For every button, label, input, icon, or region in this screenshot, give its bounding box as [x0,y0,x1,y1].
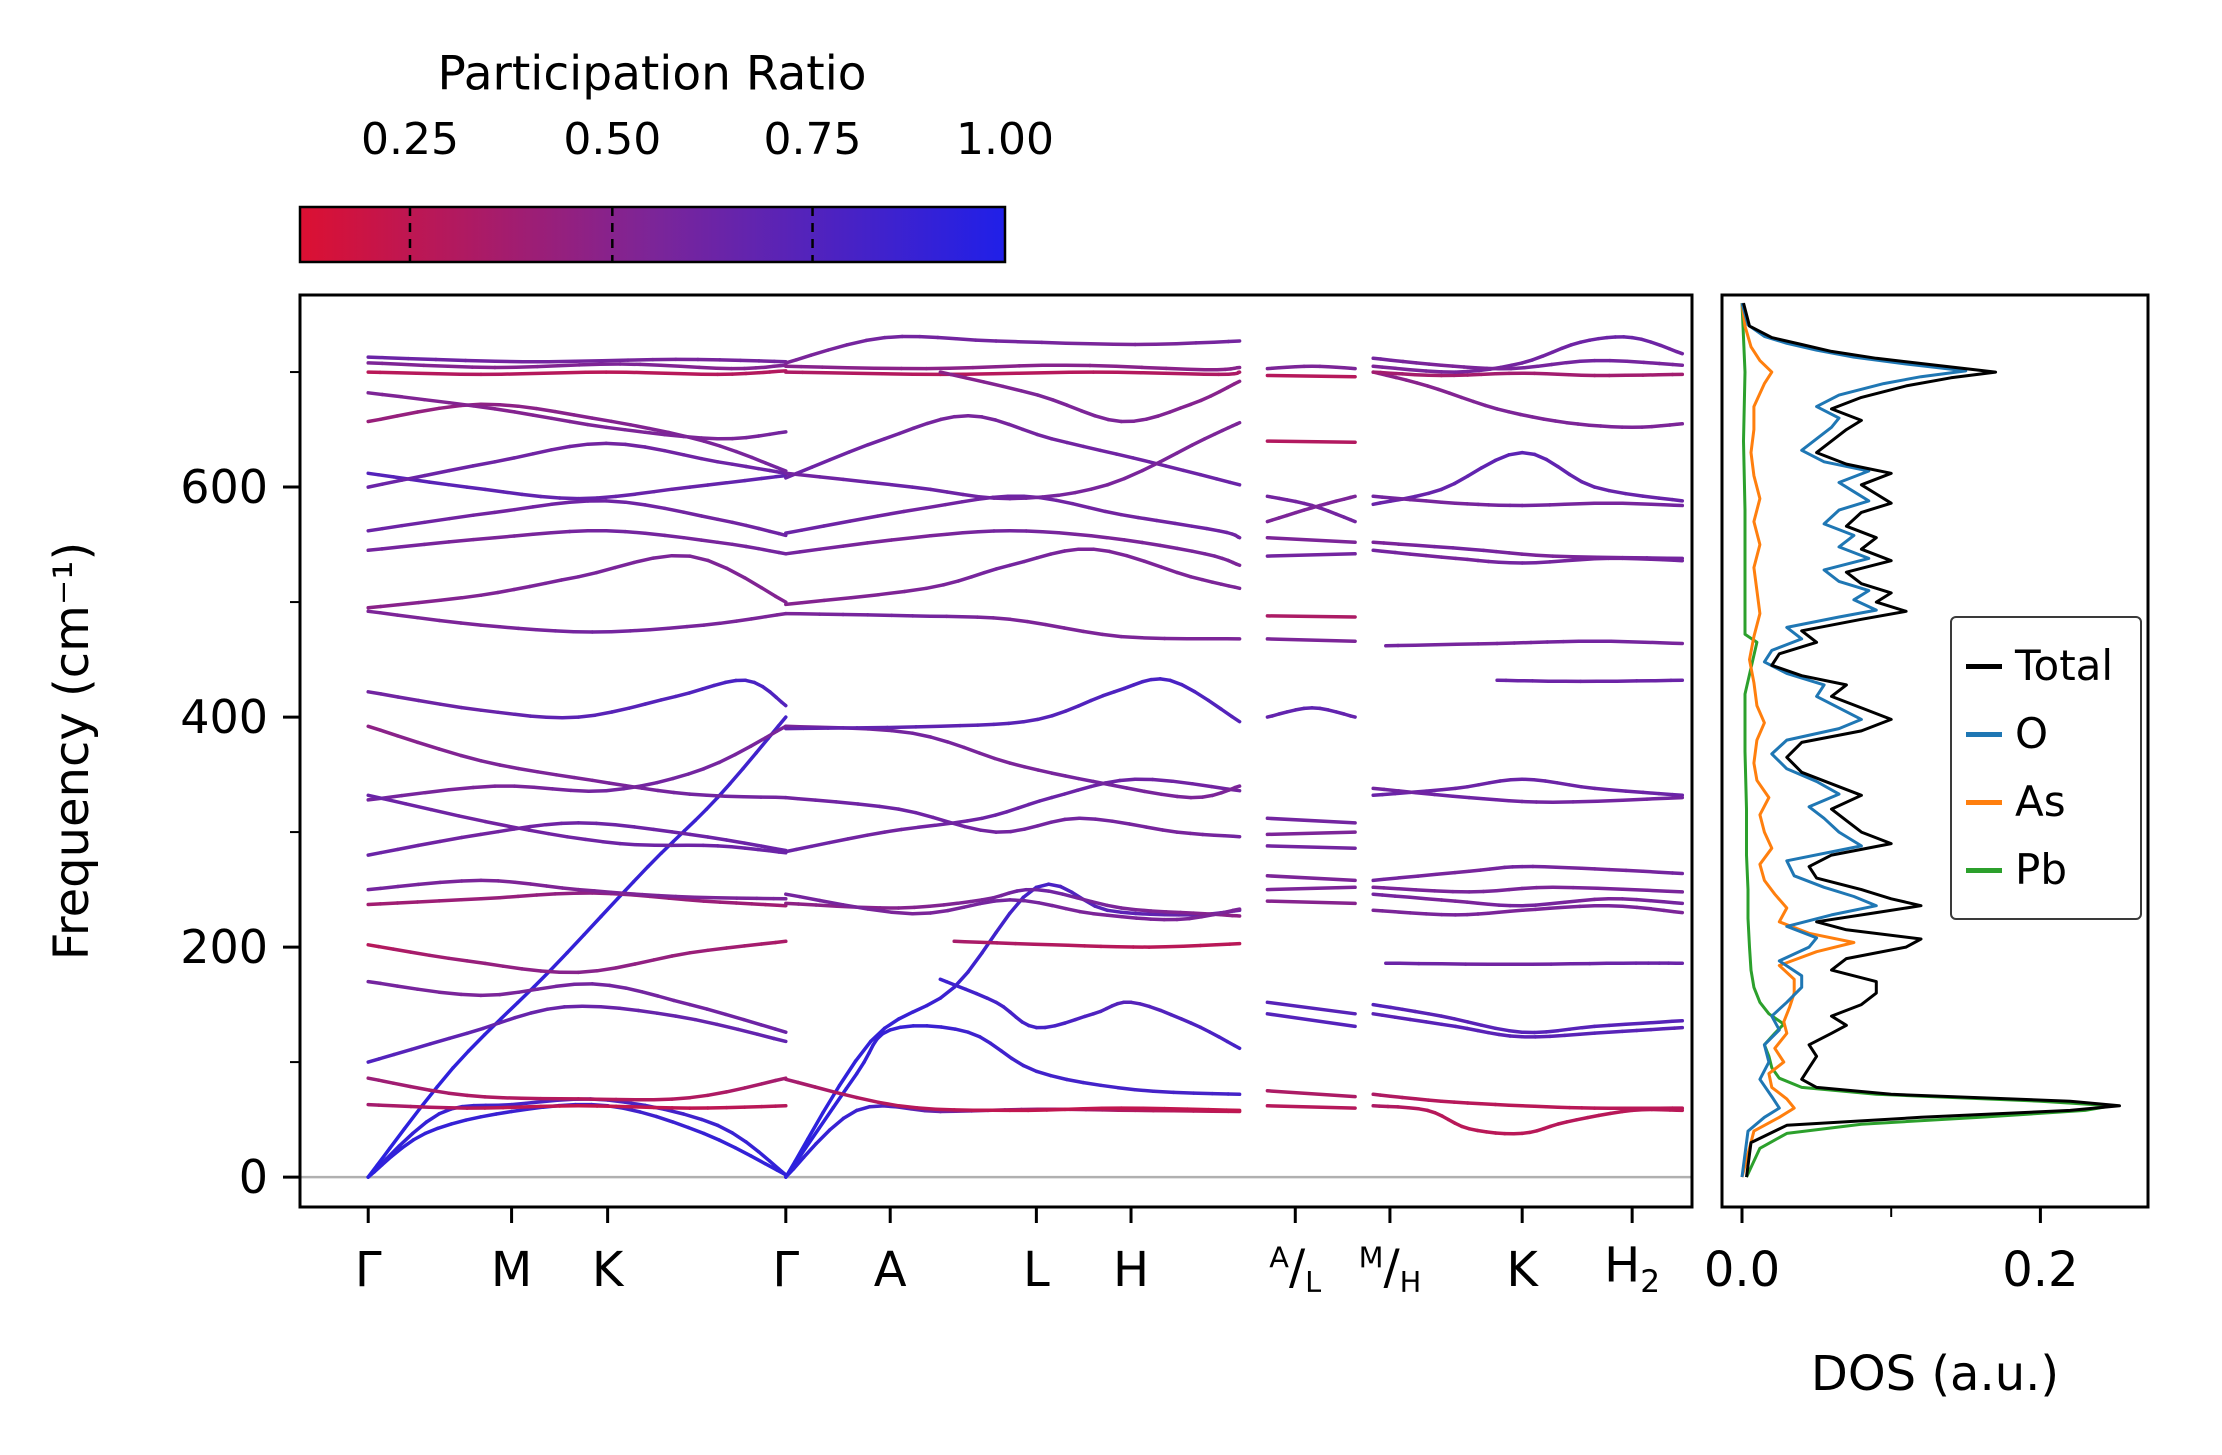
dos-curves [1740,302,2121,1178]
band-curves [366,334,1685,1179]
